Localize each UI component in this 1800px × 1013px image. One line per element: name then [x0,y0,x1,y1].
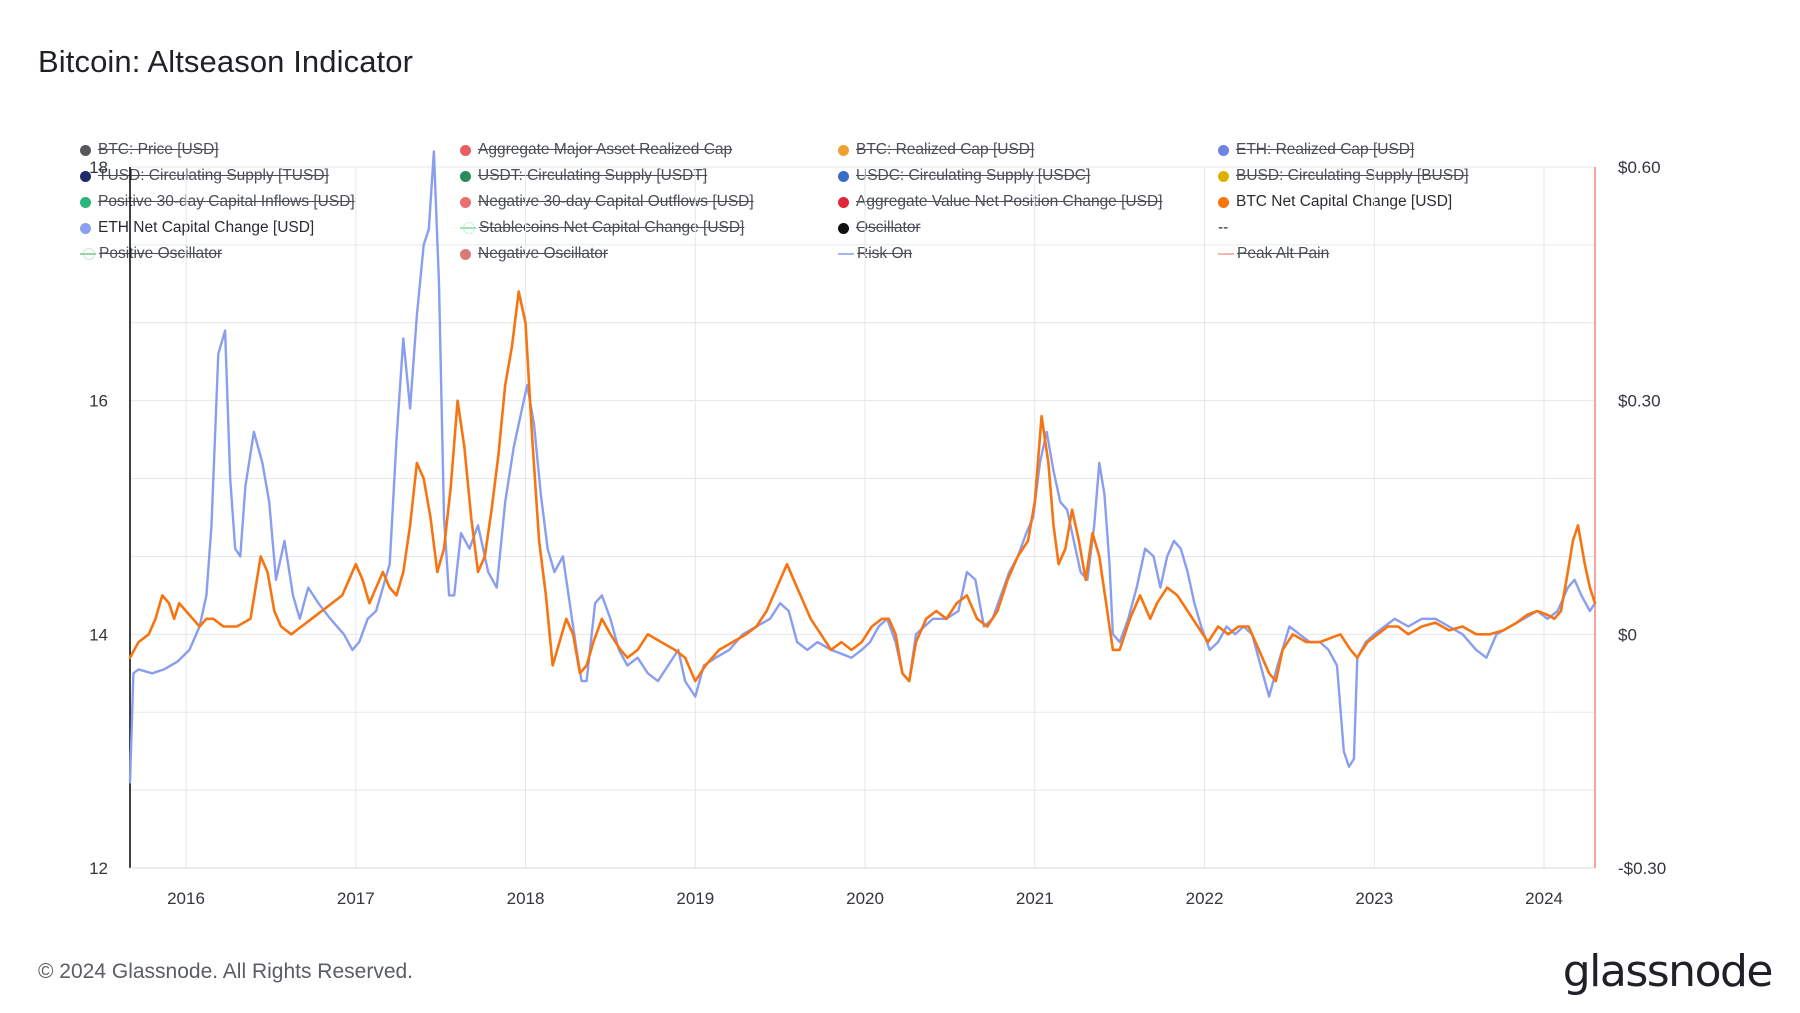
legend-dot-icon [1218,170,1229,182]
legend-label: Negative 30-day Capital Outflows [USD] [478,193,754,210]
legend-label: BTC: Realized Cap [USD] [856,141,1035,158]
legend: BTC: Price [USD] Aggregate Major Asset Re… [80,140,1500,268]
legend-dot-icon [80,222,91,234]
legend-dot-icon [838,144,849,156]
legend-dot-icon [838,170,849,182]
legend-dot-icon [80,170,91,182]
legend-label: USDC: Circulating Supply [USDC] [856,167,1091,184]
y-left-tick-label: 18 [89,158,108,177]
legend-item-eth-realized-cap-usd[interactable]: ETH: Realized Cap [USD] [1218,140,1414,160]
legend-item-usdc-circulating-supply-usdc[interactable]: USDC: Circulating Supply [USDC] [838,166,1090,186]
legend-dot-icon [460,248,471,260]
legend-item-busd-circulating-supply-busd[interactable]: BUSD: Circulating Supply [BUSD] [1218,166,1469,186]
legend-dot-icon [838,196,849,208]
legend-item-negative-oscillator[interactable]: Negative Oscillator [460,244,608,264]
legend-dot-icon [1218,196,1229,208]
y-left-tick-label: 14 [89,625,108,644]
y-right-tick-label: -$0.30 [1618,859,1666,878]
legend-dot-icon [838,222,849,234]
legend-label: Risk On [857,245,913,262]
chart-title: Bitcoin: Altseason Indicator [38,44,414,79]
legend-item-blank[interactable]: -- [1218,218,1228,238]
legend-item-btc-net-capital-change-usd[interactable]: BTC Net Capital Change [USD] [1218,192,1452,212]
legend-line-icon [80,248,96,260]
legend-label: ETH: Realized Cap [USD] [1236,141,1415,158]
legend-line-icon [838,253,854,255]
x-tick-label: 2024 [1525,889,1563,908]
legend-label: Oscillator [856,219,921,236]
legend-dot-icon [460,144,471,156]
legend-label: Aggregate Major Asset Realized Cap [478,141,733,158]
legend-label: BTC: Price [USD] [98,141,219,158]
legend-line-icon [1218,253,1234,255]
legend-label: Peak Alt Pain [1237,245,1330,262]
y-right-tick-label: $0.30 [1618,392,1661,411]
legend-dot-icon [460,170,471,182]
x-tick-label: 2018 [507,889,545,908]
legend-label: Positive 30-day Capital Inflows [USD] [98,193,355,210]
legend-item-risk-on[interactable]: Risk On [838,244,912,264]
legend-item-btc-price-usd[interactable]: BTC: Price [USD] [80,140,219,160]
legend-item-btc-realized-cap-usd[interactable]: BTC: Realized Cap [USD] [838,140,1034,160]
legend-dot-icon [1218,144,1229,156]
legend-item-oscillator[interactable]: Oscillator [838,218,921,238]
legend-dot-icon [80,144,91,156]
legend-label: -- [1218,219,1229,236]
legend-label: ETH Net Capital Change [USD] [98,219,315,236]
legend-item-aggregate-major-asset-realized-cap[interactable]: Aggregate Major Asset Realized Cap [460,140,732,160]
legend-item-stablecoins-net-capital-change-usd[interactable]: Stablecoins Net Capital Change [USD] [460,218,744,238]
series-line-eth-net-capital-change [128,150,1597,784]
x-tick-label: 2021 [1016,889,1054,908]
legend-label: Aggregate Value Net Position Change [USD… [856,193,1163,210]
legend-label: BUSD: Circulating Supply [BUSD] [1236,167,1469,184]
copyright-text: © 2024 Glassnode. All Rights Reserved. [38,960,414,983]
legend-line-icon [460,222,476,234]
legend-label: Negative Oscillator [478,245,609,262]
legend-item-eth-net-capital-change-usd[interactable]: ETH Net Capital Change [USD] [80,218,314,238]
x-tick-label: 2016 [167,889,205,908]
legend-dot-icon [80,196,91,208]
legend-label: Stablecoins Net Capital Change [USD] [479,219,745,236]
legend-item-tusd-circulating-supply-tusd[interactable]: TUSD: Circulating Supply [TUSD] [80,166,329,186]
legend-item-peak-alt-pain[interactable]: Peak Alt Pain [1218,244,1329,264]
y-right-tick-label: $0 [1618,625,1637,644]
legend-label: BTC Net Capital Change [USD] [1236,193,1453,210]
x-tick-label: 2020 [846,889,884,908]
glassnode-logo: glassnode [1562,946,1774,997]
legend-item-usdt-circulating-supply-usdt[interactable]: USDT: Circulating Supply [USDT] [460,166,707,186]
series-line-btc-net-capital-change [128,290,1597,683]
y-right-tick-label: $0.60 [1618,158,1661,177]
x-tick-label: 2022 [1186,889,1224,908]
legend-dot-icon [460,196,471,208]
legend-item-negative-30-day-capital-outflows-usd[interactable]: Negative 30-day Capital Outflows [USD] [460,192,754,212]
legend-label: USDT: Circulating Supply [USDT] [478,167,708,184]
x-tick-label: 2017 [337,889,375,908]
legend-item-aggregate-value-net-position-change-usd[interactable]: Aggregate Value Net Position Change [USD… [838,192,1162,212]
y-left-tick-label: 12 [89,859,108,878]
legend-label: TUSD: Circulating Supply [TUSD] [98,167,329,184]
x-tick-label: 2019 [676,889,714,908]
x-tick-label: 2023 [1355,889,1393,908]
legend-item-positive-30-day-capital-inflows-usd[interactable]: Positive 30-day Capital Inflows [USD] [80,192,355,212]
y-left-tick-label: 16 [89,392,108,411]
